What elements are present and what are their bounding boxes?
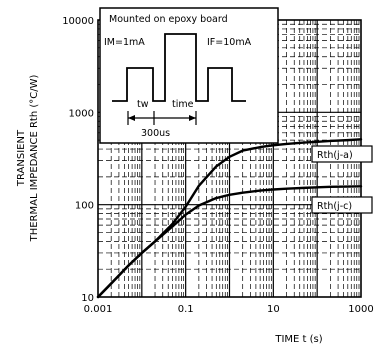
y-axis-title-line2: THERMAL IMPEDANCE Rth (°C/W) <box>29 75 40 243</box>
inset-title: Mounted on epoxy board <box>109 14 228 25</box>
duration-label: 300us <box>141 128 170 139</box>
tw-label: tw <box>137 99 149 110</box>
inset-waveform <box>112 33 246 102</box>
x-tick-label: 10 <box>267 304 280 315</box>
time-label: time <box>172 99 194 110</box>
legend-rth-jc-label: Rth(j-c) <box>317 201 352 212</box>
if-label: IF=10mA <box>207 37 252 48</box>
y-tick-label: 10000 <box>62 16 94 27</box>
x-axis-title: TIME t (s) <box>274 334 322 345</box>
duration-arrow-left-head <box>128 115 135 121</box>
y-axis-title-line1: TRANSIENT <box>16 129 27 187</box>
x-tick-label: 0.1 <box>178 304 194 315</box>
duration-arrow-right-head <box>189 115 196 121</box>
curve-layer <box>96 138 363 299</box>
tick-labels: 0.001 0.1 10 1000 10 100 1000 10000 <box>62 16 374 315</box>
legend-rth-ja-label: Rth(j-a) <box>317 150 353 161</box>
x-tick-label: 0.001 <box>84 304 113 315</box>
y-tick-label: 100 <box>75 201 94 212</box>
inset-waveform-box: Mounted on epoxy board IM=1mA IF=10mA tw… <box>99 7 279 144</box>
x-tick-label: 1000 <box>348 304 373 315</box>
legend-rth-jc: Rth(j-c) <box>311 196 373 214</box>
y-tick-label: 1000 <box>69 108 94 119</box>
im-label: IM=1mA <box>104 37 145 48</box>
y-tick-label: 10 <box>81 293 94 304</box>
series-line-rth-jc <box>96 185 363 299</box>
legend-rth-ja: Rth(j-a) <box>311 145 373 163</box>
